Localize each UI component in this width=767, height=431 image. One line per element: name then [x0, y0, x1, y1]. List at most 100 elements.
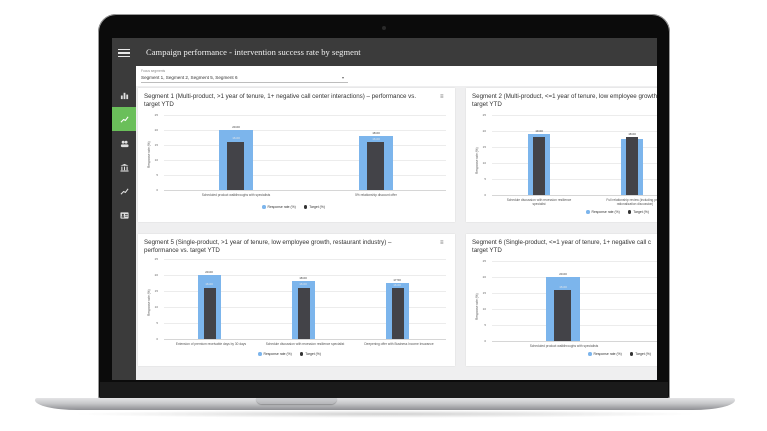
bar-target[interactable]: [554, 290, 571, 341]
data-label: 19.00: [535, 129, 543, 133]
segment-2-chart: Response rate (%) 25 20 15 10 5 0 19.00 …: [466, 88, 657, 222]
sidebar-item-bank[interactable]: [112, 155, 136, 179]
y-tick: 20: [154, 273, 158, 277]
bar-target[interactable]: [298, 288, 310, 339]
x-category-label: Schedule discussion with recession resil…: [265, 342, 345, 346]
hamburger-menu-icon[interactable]: [112, 47, 136, 58]
sidebar: [112, 66, 136, 380]
bar-target[interactable]: [533, 137, 545, 195]
segment-6-card: Segment 6 (Single-product, <=1 year of t…: [466, 234, 657, 366]
y-tick: 25: [154, 257, 158, 261]
card-title-line: Segment 1 (Multi-product, >1 year of ten…: [144, 93, 417, 100]
y-tick: 10: [154, 305, 158, 309]
legend-item-target[interactable]: Target (%): [629, 352, 651, 356]
y-tick: 15: [154, 143, 158, 147]
sidebar-item-people[interactable]: [112, 131, 136, 155]
card-title-line: target YTD: [472, 101, 502, 108]
sidebar-item-trends-active[interactable]: [112, 107, 136, 131]
gridline: [492, 115, 657, 116]
chevron-down-icon[interactable]: ▾: [342, 75, 345, 80]
data-label: 16.00: [299, 282, 307, 286]
legend-item-response[interactable]: Response rate (%): [258, 352, 292, 356]
data-label: 17.50: [393, 278, 401, 282]
segment-2-card: Segment 2 (Multi-product, <=1 year of te…: [466, 88, 657, 222]
card-title-line: target YTD: [472, 247, 502, 254]
card-title-line: Segment 2 (Multi-product, <=1 year of te…: [472, 93, 657, 100]
legend-item-target[interactable]: Target (%): [303, 205, 325, 209]
card-title-line: Segment 6 (Single-product, <=1 year of t…: [472, 239, 652, 246]
y-tick: 0: [484, 193, 486, 197]
y-tick: 15: [154, 289, 158, 293]
gridline: [164, 275, 446, 276]
chart-legend: Response rate (%) Target (%): [586, 210, 649, 214]
segment-5-card: Segment 5 (Single-product, >1 year of te…: [138, 234, 455, 366]
card-title-line: target YTD: [144, 101, 174, 108]
data-label: 16.00: [559, 285, 567, 289]
y-tick: 0: [484, 339, 486, 343]
bar-target[interactable]: [392, 288, 404, 339]
y-tick: 10: [482, 307, 486, 311]
legend-item-target[interactable]: Target (%): [627, 210, 649, 214]
gridline: [492, 131, 657, 132]
card-title: Segment 5 (Single-product, >1 year of te…: [144, 239, 391, 255]
bar-target[interactable]: [227, 142, 244, 190]
y-tick: 0: [156, 337, 158, 341]
camera-icon: [382, 26, 386, 30]
data-label: 16.00: [232, 136, 240, 140]
gridline: [164, 130, 446, 131]
gridline: [164, 339, 446, 340]
laptop-notch: [256, 398, 337, 404]
data-label: 20.00: [232, 125, 240, 129]
legend-item-response[interactable]: Response rate (%): [586, 210, 620, 214]
bar-target[interactable]: [626, 137, 638, 195]
focus-segments-filter: Focus segments Segment 1, Segment 2, Seg…: [136, 66, 657, 86]
laptop-bottom-bezel: [100, 382, 668, 398]
chart-legend: Response rate (%) Target (%): [588, 352, 651, 356]
gridline: [492, 261, 657, 262]
people-icon: [120, 140, 129, 147]
hamburger-menu-icon[interactable]: ≡: [440, 240, 444, 246]
sidebar-item-contact-card[interactable]: [112, 203, 136, 227]
gridline: [164, 145, 446, 146]
card-title: Segment 2 (Multi-product, <=1 year of te…: [472, 93, 657, 109]
gridline: [164, 115, 446, 116]
sidebar-item-bar-chart[interactable]: [112, 83, 136, 107]
y-tick: 0: [156, 188, 158, 192]
gridline: [492, 341, 657, 342]
legend-item-target[interactable]: Target (%): [299, 352, 321, 356]
legend-item-response[interactable]: Response rate (%): [262, 205, 296, 209]
page-title: Campaign performance - intervention succ…: [146, 47, 361, 57]
x-category-label: Full relationship review (including pric…: [606, 198, 657, 206]
gridline: [164, 160, 446, 161]
bar-target[interactable]: [367, 142, 384, 190]
segment-1-chart: Response rate (%) 25 20 15 10 5 0 20.00 …: [138, 88, 455, 222]
bar-target[interactable]: [204, 288, 216, 339]
gridline: [492, 179, 657, 180]
card-title: Segment 1 (Multi-product, >1 year of ten…: [144, 93, 416, 109]
card-title-line: Segment 5 (Single-product, >1 year of te…: [144, 239, 392, 246]
laptop-base: [35, 398, 735, 410]
y-tick: 20: [154, 128, 158, 132]
x-category-label: Schedule discussion with recession resil…: [506, 198, 572, 206]
chart-legend: Response rate (%) Target (%): [262, 205, 325, 209]
bank-icon: [119, 163, 129, 172]
data-label: 16.00: [205, 282, 213, 286]
laptop-shadow: [70, 410, 700, 418]
gridline: [164, 190, 446, 191]
y-tick: 5: [484, 177, 486, 181]
x-category-label: 5% relationship discount offer: [355, 193, 397, 197]
y-tick: 25: [154, 113, 158, 117]
y-tick: 15: [482, 291, 486, 295]
y-tick: 10: [154, 158, 158, 162]
focus-segments-select[interactable]: Segment 1, Segment 2, Segment 5, Segment…: [141, 75, 238, 80]
hamburger-menu-icon[interactable]: ≡: [440, 94, 444, 100]
segment-6-chart: Response rate (%) 25 20 15 10 5 0 20.00 …: [466, 234, 657, 366]
sidebar-item-trends[interactable]: [112, 179, 136, 203]
y-tick: 10: [482, 161, 486, 165]
card-title: Segment 6 (Single-product, <=1 year of t…: [472, 239, 651, 255]
data-label: 18.00: [628, 132, 636, 136]
data-label: 18.00: [372, 131, 380, 135]
y-tick: 20: [482, 129, 486, 133]
legend-item-response[interactable]: Response rate (%): [588, 352, 622, 356]
y-tick: 5: [484, 323, 486, 327]
